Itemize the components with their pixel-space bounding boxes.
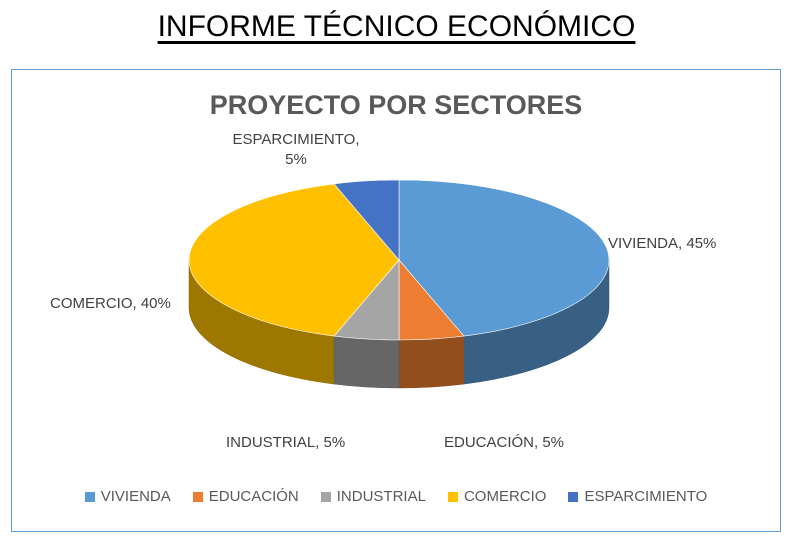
pie-chart bbox=[188, 179, 610, 389]
data-label-esparcimiento: ESPARCIMIENTO, 5% bbox=[232, 131, 360, 168]
data-label-educacion: EDUCACIÓN, 5% bbox=[444, 434, 565, 451]
legend-swatch bbox=[192, 491, 203, 502]
legend-label: INDUSTRIAL bbox=[336, 488, 426, 505]
legend-item-industrial: INDUSTRIAL bbox=[320, 488, 426, 505]
data-label-vivienda: VIVIENDA, 45% bbox=[608, 235, 717, 252]
data-label-comercio: COMERCIO, 40% bbox=[50, 295, 171, 312]
legend-label: VIVIENDA bbox=[100, 488, 171, 505]
legend-label: ESPARCIMIENTO bbox=[584, 488, 708, 505]
legend-item-educacion: EDUCACIÓN bbox=[192, 488, 299, 505]
pie-side-industrial bbox=[333, 335, 400, 389]
chart-legend: VIVIENDA EDUCACIÓN INDUSTRIAL COMERCIO ESPAR… bbox=[12, 488, 780, 505]
pie-slice-esparcimiento bbox=[333, 179, 400, 261]
chart-title: PROYECTO POR SECTORES bbox=[209, 90, 583, 120]
legend-swatch bbox=[320, 491, 331, 502]
legend-item-comercio: COMERCIO bbox=[447, 488, 547, 505]
legend-swatch bbox=[568, 491, 579, 502]
legend-item-vivienda: VIVIENDA bbox=[84, 488, 171, 505]
pie-slice-vivienda bbox=[398, 179, 610, 337]
data-label-industrial: INDUSTRIAL, 5% bbox=[226, 434, 346, 451]
legend-item-esparcimiento: ESPARCIMIENTO bbox=[568, 488, 707, 505]
chart-area: PROYECTO POR SECTORES VIVIENDA, 45% EDUC… bbox=[11, 69, 781, 532]
pie-slice-comercio bbox=[188, 183, 400, 337]
report-title: INFORME TÉCNICO ECONÓMICO bbox=[0, 10, 793, 44]
legend-label: COMERCIO bbox=[463, 488, 547, 505]
report-title-text: INFORME TÉCNICO ECONÓMICO bbox=[157, 10, 636, 43]
pie-side-educacion bbox=[398, 335, 465, 389]
legend-label: EDUCACIÓN bbox=[208, 488, 299, 505]
legend-swatch bbox=[84, 491, 95, 502]
legend-swatch bbox=[447, 491, 458, 502]
